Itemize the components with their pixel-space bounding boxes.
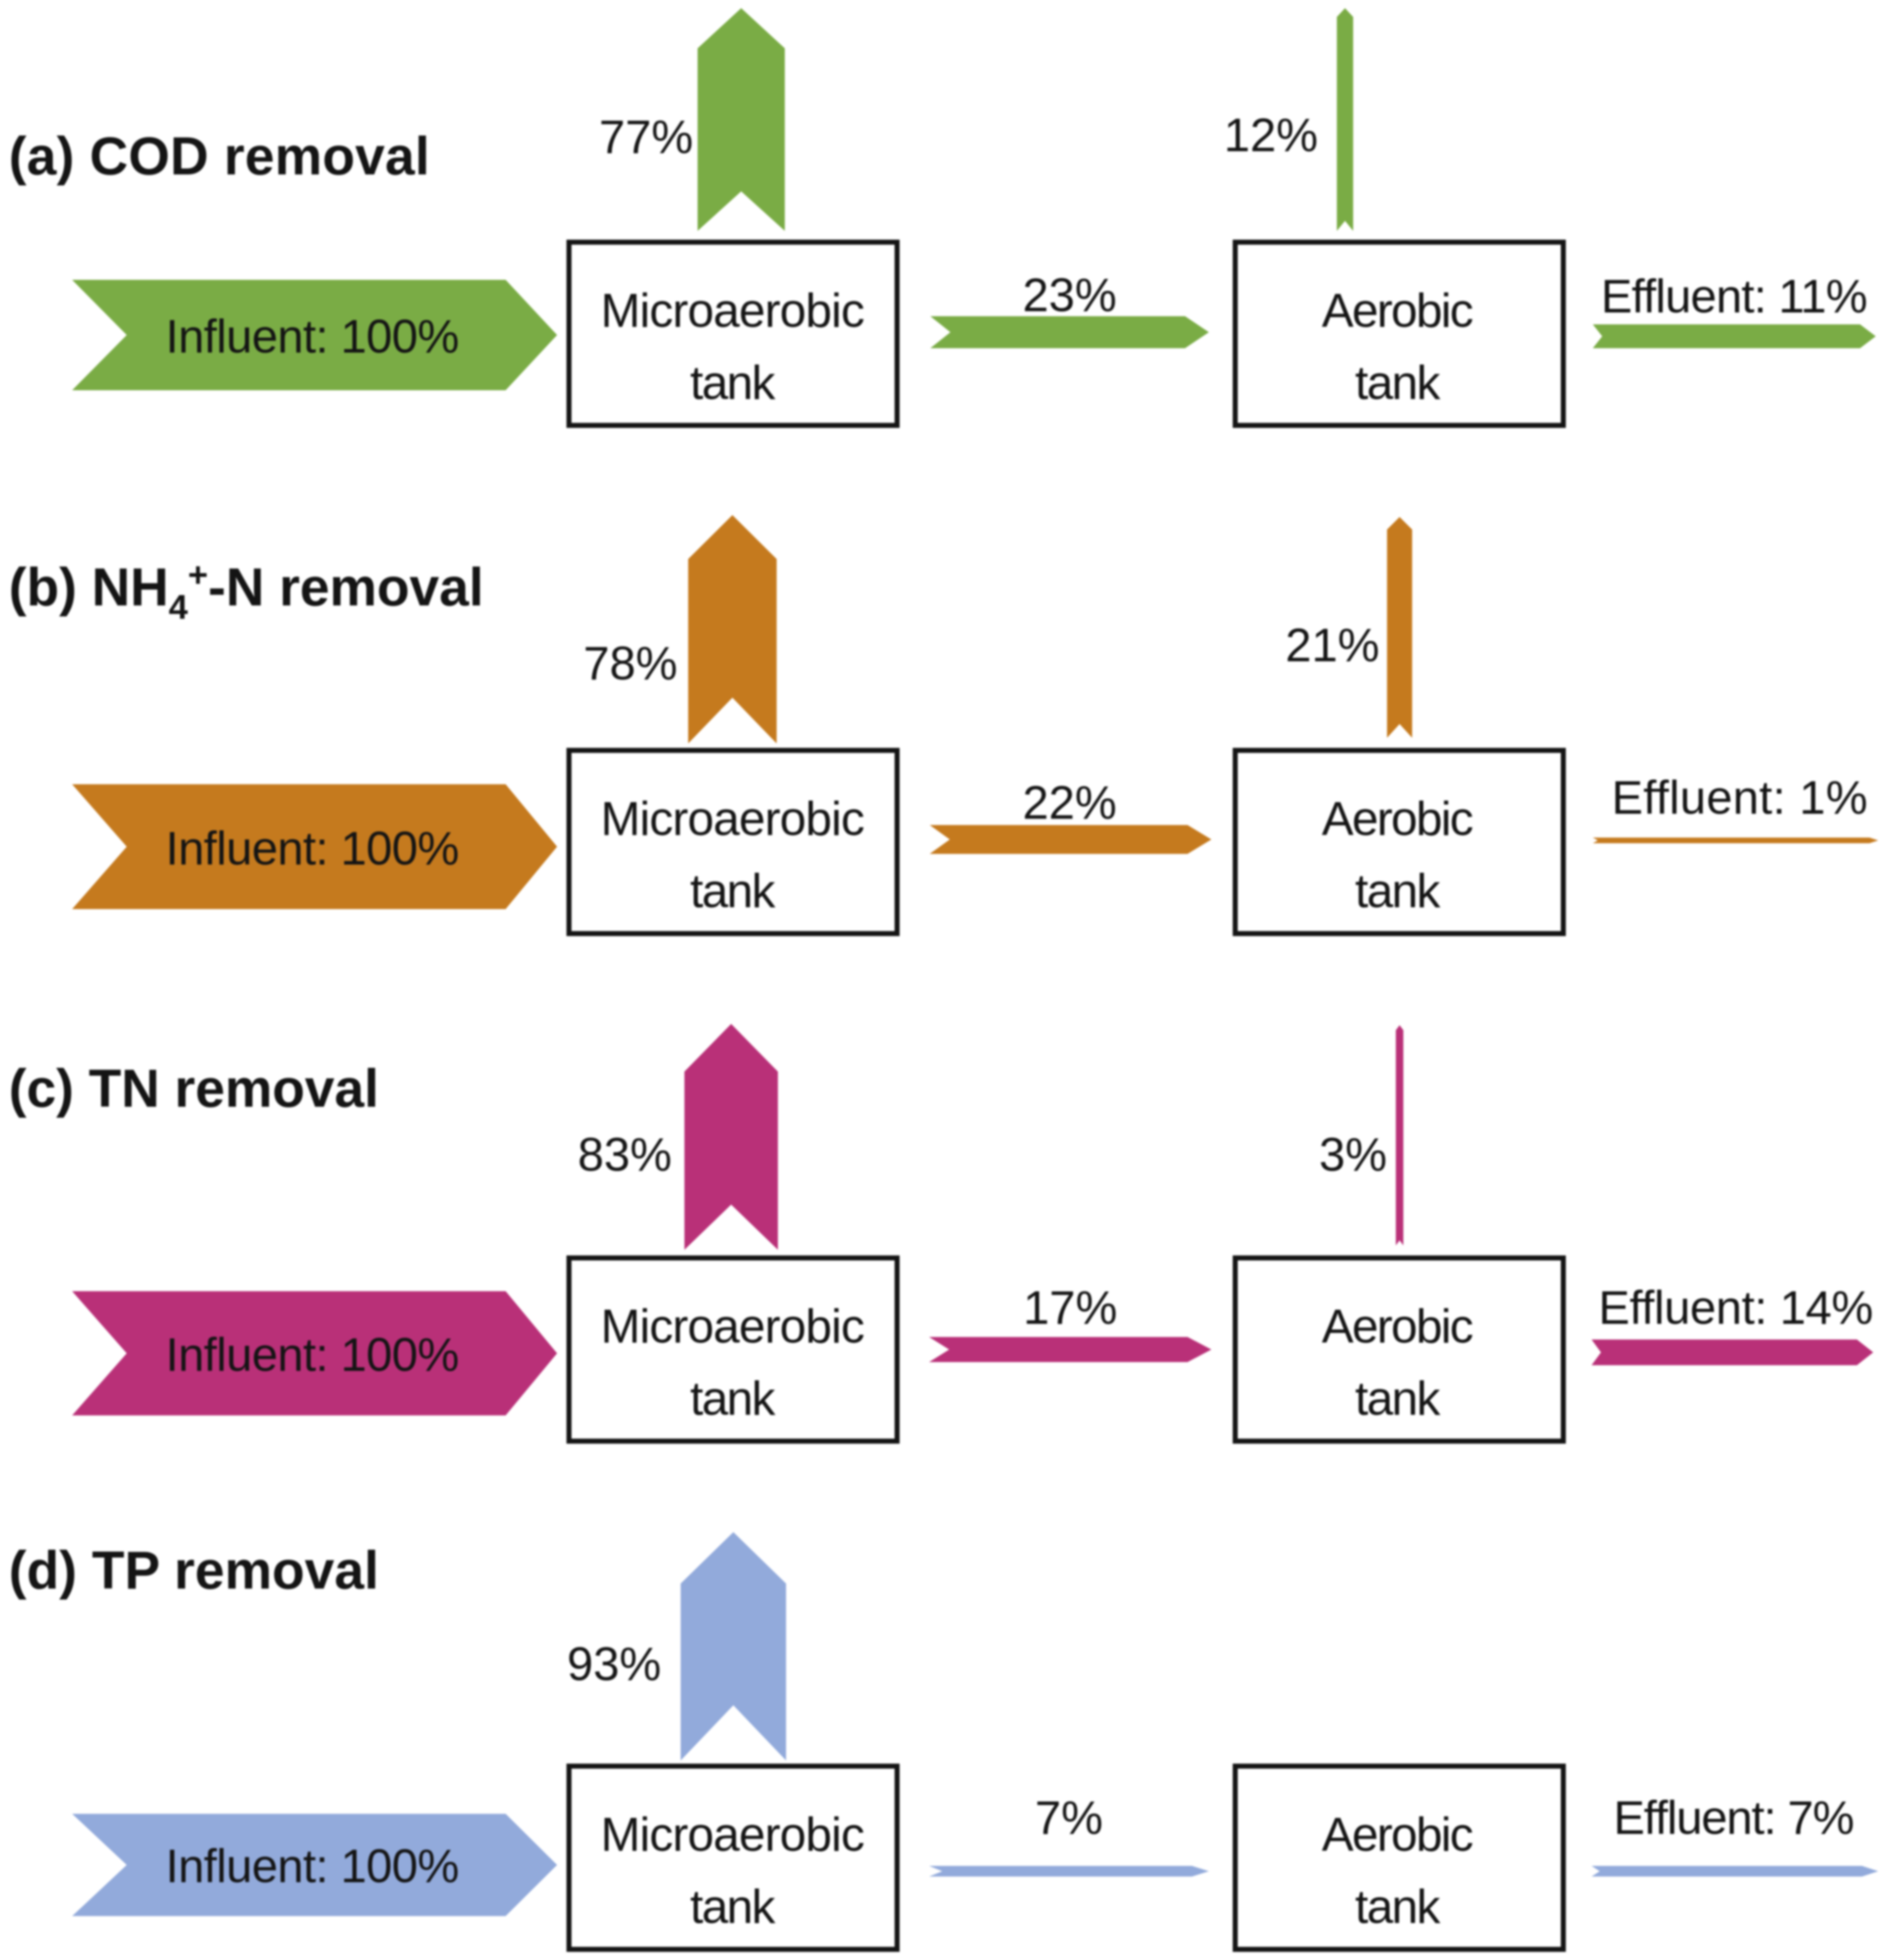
svg-text:17%: 17% bbox=[1023, 1281, 1117, 1334]
svg-text:tank: tank bbox=[690, 1880, 776, 1934]
svg-text:tank: tank bbox=[690, 1372, 776, 1425]
svg-text:93%: 93% bbox=[567, 1638, 661, 1690]
svg-text:tank: tank bbox=[1355, 1372, 1441, 1425]
svg-text:tank: tank bbox=[690, 356, 776, 410]
svg-text:Effluent: 1%: Effluent: 1% bbox=[1612, 771, 1868, 824]
svg-text:Microaerobic: Microaerobic bbox=[601, 1808, 865, 1861]
svg-text:Aerobic: Aerobic bbox=[1322, 1808, 1474, 1861]
svg-text:23%: 23% bbox=[1023, 269, 1117, 321]
svg-text:tank: tank bbox=[1355, 356, 1441, 410]
svg-text:tank: tank bbox=[1355, 865, 1441, 918]
svg-text:Aerobic: Aerobic bbox=[1322, 1300, 1474, 1353]
svg-text:Aerobic: Aerobic bbox=[1322, 792, 1474, 846]
svg-text:77%: 77% bbox=[599, 110, 693, 163]
svg-text:21%: 21% bbox=[1285, 619, 1380, 671]
svg-text:22%: 22% bbox=[1023, 776, 1117, 829]
svg-text:tank: tank bbox=[1355, 1880, 1441, 1934]
svg-text:Influent: 100%: Influent: 100% bbox=[166, 822, 459, 875]
svg-text:12%: 12% bbox=[1224, 109, 1318, 161]
svg-text:Influent: 100%: Influent: 100% bbox=[166, 310, 459, 363]
svg-text:Influent: 100%: Influent: 100% bbox=[166, 1840, 459, 1892]
svg-text:(b) NH4+-N removal: (b) NH4+-N removal bbox=[9, 555, 484, 626]
svg-text:Microaerobic: Microaerobic bbox=[601, 1300, 865, 1353]
svg-text:(c) TN removal: (c) TN removal bbox=[9, 1059, 379, 1119]
svg-text:78%: 78% bbox=[583, 637, 678, 690]
svg-text:7%: 7% bbox=[1035, 1791, 1103, 1844]
svg-text:Influent: 100%: Influent: 100% bbox=[166, 1328, 459, 1381]
svg-text:(a) COD removal: (a) COD removal bbox=[9, 127, 430, 186]
svg-text:3%: 3% bbox=[1319, 1128, 1387, 1181]
svg-text:tank: tank bbox=[690, 865, 776, 918]
svg-text:Microaerobic: Microaerobic bbox=[601, 792, 865, 846]
svg-text:(d) TP removal: (d) TP removal bbox=[9, 1541, 379, 1600]
svg-text:Microaerobic: Microaerobic bbox=[601, 284, 865, 338]
svg-text:Effluent: 14%: Effluent: 14% bbox=[1598, 1281, 1873, 1334]
svg-text:83%: 83% bbox=[578, 1128, 672, 1181]
svg-text:Effluent: 11%: Effluent: 11% bbox=[1601, 270, 1868, 322]
svg-text:Aerobic: Aerobic bbox=[1322, 284, 1474, 338]
svg-text:Effluent: 7%: Effluent: 7% bbox=[1614, 1791, 1854, 1844]
